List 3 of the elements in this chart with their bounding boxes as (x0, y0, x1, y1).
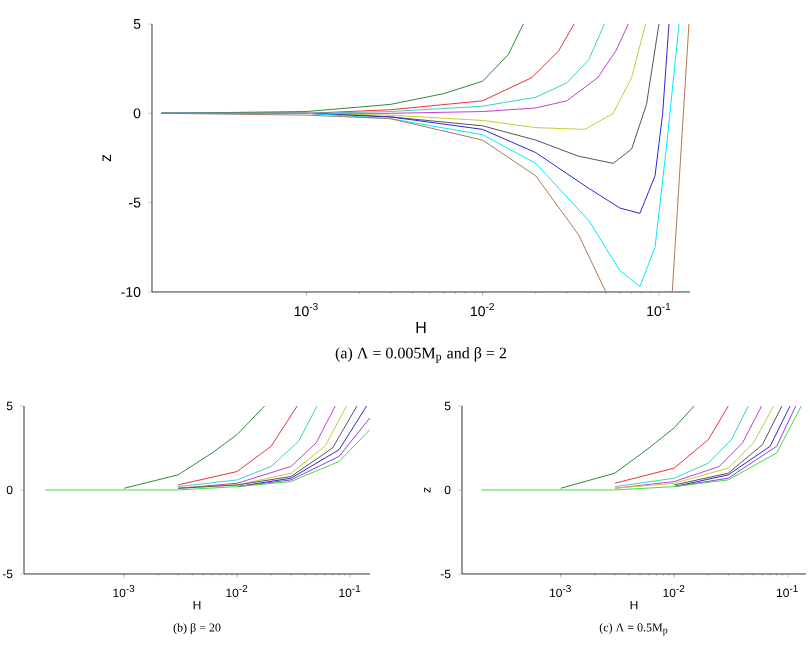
text: (a) Λ = 0.005M$_{p}$ and β = 2 (335, 347, 507, 363)
x-axis-title: H (416, 321, 426, 333)
y-axis-title: z (102, 154, 111, 162)
